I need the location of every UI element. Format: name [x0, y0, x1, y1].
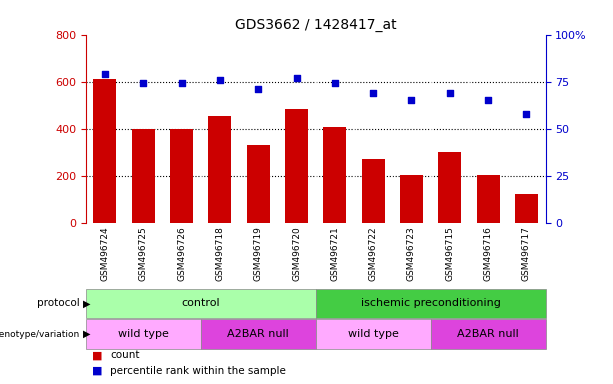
Text: GSM496719: GSM496719: [254, 226, 263, 281]
Text: GSM496721: GSM496721: [330, 226, 340, 281]
Text: ■: ■: [92, 366, 102, 376]
Text: ■: ■: [92, 350, 102, 360]
Text: protocol: protocol: [37, 298, 80, 308]
Bar: [430, 319, 546, 349]
Text: GSM496715: GSM496715: [445, 226, 454, 281]
Point: [522, 111, 531, 117]
Point: [177, 80, 186, 86]
Point: [215, 77, 225, 83]
Point: [483, 98, 493, 104]
Bar: [132, 129, 154, 223]
Bar: [438, 152, 461, 223]
Text: wild type: wild type: [348, 329, 398, 339]
Title: GDS3662 / 1428417_at: GDS3662 / 1428417_at: [235, 18, 397, 32]
Bar: [86, 289, 316, 318]
Bar: [285, 109, 308, 223]
Text: GSM496723: GSM496723: [407, 226, 416, 281]
Text: A2BAR null: A2BAR null: [457, 329, 519, 339]
Point: [100, 71, 110, 77]
Point: [253, 86, 263, 92]
Text: A2BAR null: A2BAR null: [227, 329, 289, 339]
Text: percentile rank within the sample: percentile rank within the sample: [110, 366, 286, 376]
Bar: [93, 79, 116, 223]
Bar: [170, 129, 193, 223]
Point: [406, 98, 416, 104]
Text: ischemic preconditioning: ischemic preconditioning: [360, 298, 501, 308]
Text: wild type: wild type: [118, 329, 169, 339]
Bar: [362, 159, 385, 223]
Text: count: count: [110, 350, 140, 360]
Text: GSM496724: GSM496724: [101, 226, 110, 281]
Text: GSM496722: GSM496722: [368, 226, 378, 281]
Text: GSM496716: GSM496716: [484, 226, 493, 281]
Bar: [477, 174, 500, 223]
Point: [368, 90, 378, 96]
Bar: [324, 127, 346, 223]
Bar: [86, 319, 201, 349]
Bar: [515, 195, 538, 223]
Point: [330, 80, 340, 86]
Bar: [208, 116, 232, 223]
Text: GSM496718: GSM496718: [215, 226, 224, 281]
Text: GSM496726: GSM496726: [177, 226, 186, 281]
Point: [292, 75, 302, 81]
Bar: [400, 174, 423, 223]
Bar: [316, 289, 546, 318]
Text: GSM496717: GSM496717: [522, 226, 531, 281]
Text: ▶: ▶: [83, 329, 90, 339]
Text: genotype/variation: genotype/variation: [0, 329, 80, 339]
Text: control: control: [181, 298, 220, 308]
Text: ▶: ▶: [83, 298, 90, 308]
Point: [445, 90, 455, 96]
Text: GSM496720: GSM496720: [292, 226, 301, 281]
Point: [139, 80, 148, 86]
Bar: [201, 319, 316, 349]
Bar: [316, 319, 430, 349]
Bar: [246, 145, 270, 223]
Text: GSM496725: GSM496725: [139, 226, 148, 281]
